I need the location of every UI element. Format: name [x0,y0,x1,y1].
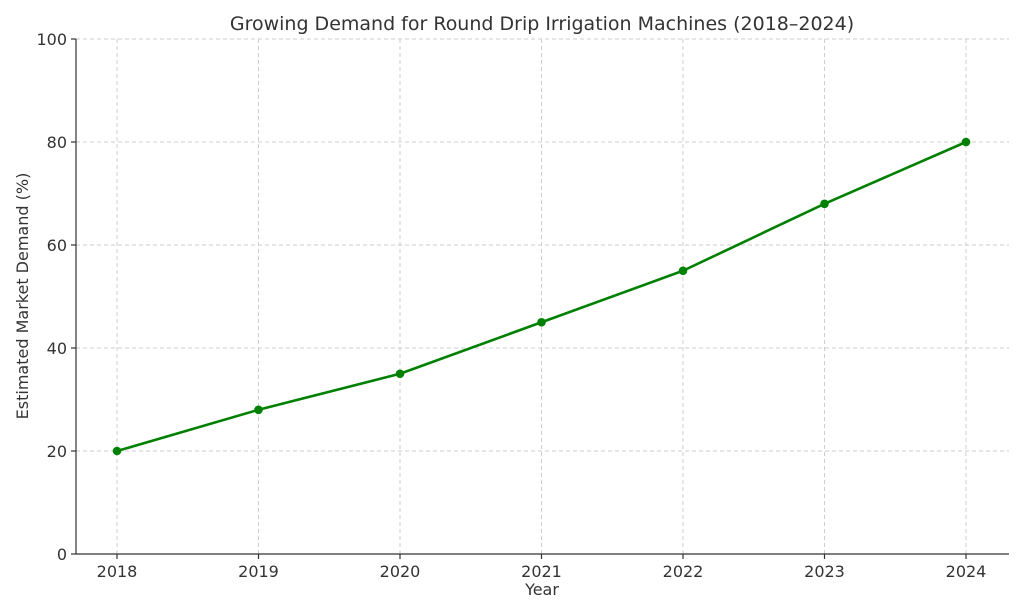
data-point [537,317,546,327]
y-tick-label: 100 [36,30,67,49]
data-point [678,266,688,276]
y-tick-label: 60 [47,236,67,255]
x-tick-label: 2022 [663,562,704,581]
y-ticks: 0 20 40 60 80 100 [36,30,76,564]
data-point [112,446,122,456]
x-tick-label: 2024 [946,562,987,581]
data-point [820,199,829,209]
data-point [961,137,971,147]
y-tick-label: 40 [47,339,67,358]
series [112,137,971,456]
x-tick-label: 2020 [380,562,421,581]
x-tick-label: 2023 [804,562,845,581]
x-tick-label: 2018 [97,562,138,581]
y-axis-label: Estimated Market Demand (%) [13,173,32,420]
y-tick-label: 0 [57,545,67,564]
x-tick-label: 2021 [521,562,562,581]
grid [76,38,1009,555]
x-ticks: 2018 2019 2020 2021 2022 2023 2024 [97,554,987,581]
data-point [395,369,405,379]
x-axis-label: Year [524,580,559,599]
chart-title: Growing Demand for Round Drip Irrigation… [230,13,854,35]
axes [75,39,1009,555]
y-tick-label: 80 [47,133,67,152]
y-tick-label: 20 [47,442,67,461]
x-tick-label: 2019 [238,562,279,581]
data-point [254,405,263,415]
